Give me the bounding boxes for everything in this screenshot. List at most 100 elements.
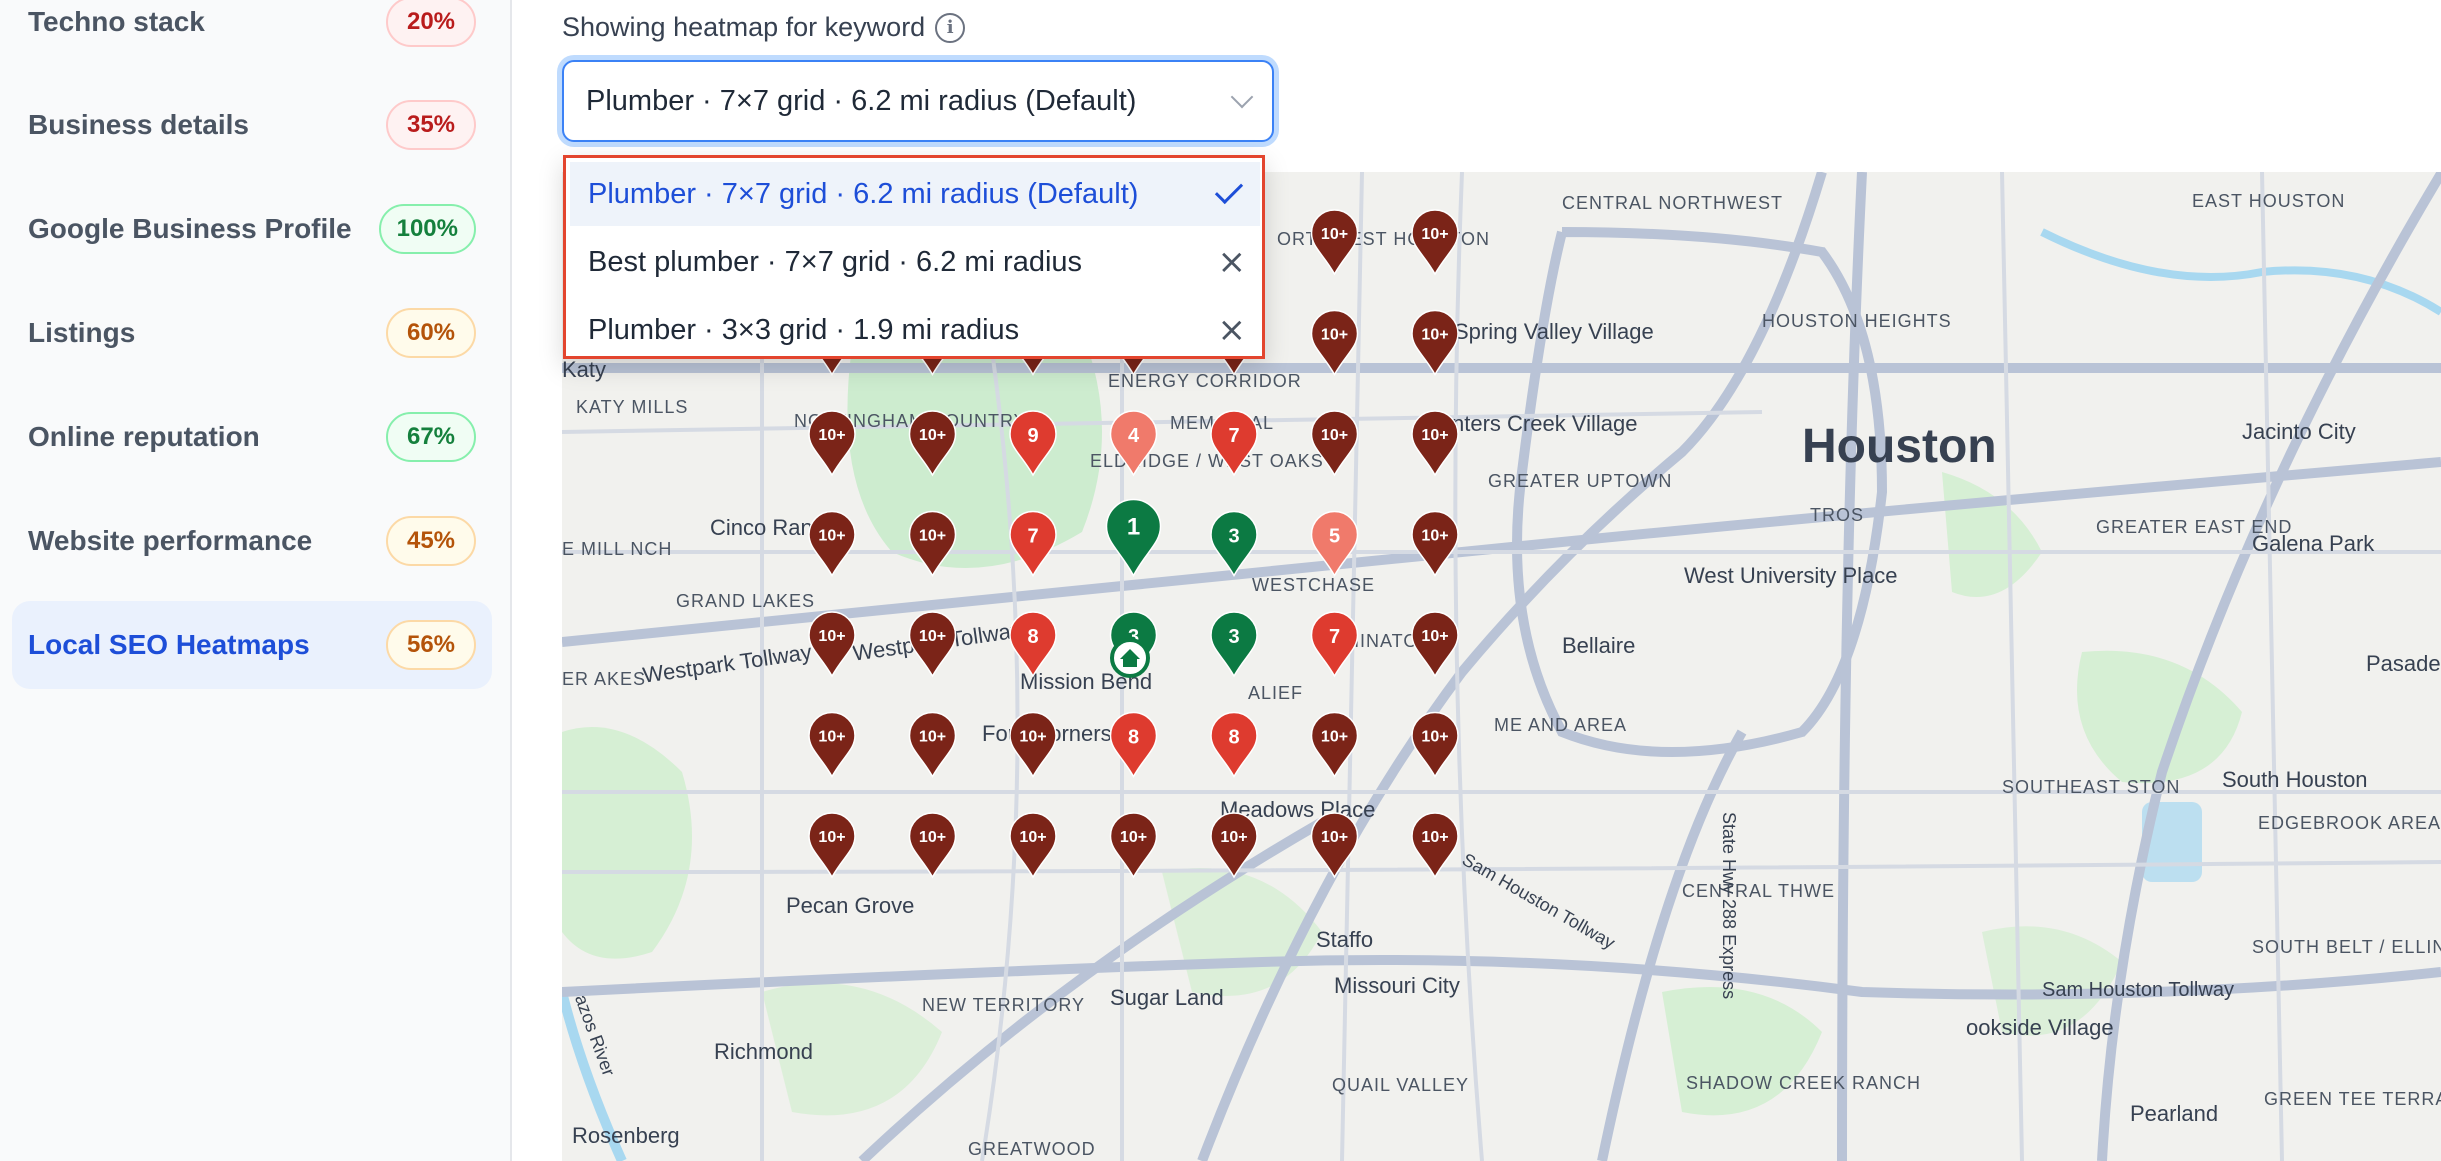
heatmap-pin[interactable]: 10+ bbox=[1310, 711, 1359, 779]
map-label: SOUTHEAST STON bbox=[2002, 777, 2181, 797]
map-label: EAST HOUSTON bbox=[2192, 191, 2346, 211]
heatmap-pin[interactable]: 7 bbox=[1210, 410, 1258, 477]
heatmap-pin-marker bbox=[1411, 510, 1459, 578]
heatmap-pin-marker bbox=[808, 410, 856, 477]
heatmap-pin[interactable]: 10+ bbox=[1411, 209, 1459, 276]
heatmap-pin[interactable]: 4 bbox=[1109, 410, 1158, 477]
heatmap-pin[interactable]: 7 bbox=[1310, 611, 1359, 678]
map-label: Mission Bend bbox=[1020, 669, 1153, 694]
heatmap-pin[interactable]: 10+ bbox=[808, 410, 856, 477]
heatmap-pin-marker bbox=[908, 410, 957, 477]
heatmap-pin[interactable]: 8 bbox=[1109, 711, 1158, 779]
close-icon[interactable]: × bbox=[1217, 242, 1247, 282]
heatmap-pin[interactable]: 3 bbox=[1210, 510, 1258, 578]
heatmap-pin-rank: 10+ bbox=[1421, 729, 1448, 746]
heatmap-pin[interactable]: 8 bbox=[1210, 711, 1258, 779]
heatmap-pin-marker bbox=[908, 510, 957, 578]
heatmap-pin[interactable]: 10+ bbox=[1109, 812, 1158, 879]
heatmap-pin-marker bbox=[1009, 611, 1057, 678]
map-label: nters Creek Village bbox=[1452, 411, 1638, 436]
heatmap-pin-marker bbox=[1210, 611, 1258, 678]
map-label: NEW TERRITORY bbox=[922, 995, 1086, 1015]
keyword-select[interactable]: Plumber · 7×7 grid · 6.2 mi radius (Defa… bbox=[562, 60, 1274, 142]
business-location-icon[interactable] bbox=[1110, 638, 1150, 678]
heatmap-pin-marker bbox=[908, 711, 957, 779]
heatmap-pin[interactable]: 10+ bbox=[1310, 812, 1359, 879]
sidebar-item-label: Local SEO Heatmaps bbox=[28, 629, 310, 660]
keyword-option-plumber-3x3[interactable]: Plumber · 3×3 grid · 1.9 mi radius × bbox=[570, 298, 1260, 362]
keyword-option-best-plumber-7x7[interactable]: Best plumber · 7×7 grid · 6.2 mi radius … bbox=[570, 230, 1260, 294]
heatmap-pin[interactable]: 10+ bbox=[1411, 410, 1459, 477]
heatmap-pin[interactable]: 10+ bbox=[808, 711, 856, 779]
score-badge: 35% bbox=[386, 100, 476, 150]
heatmap-pin[interactable]: 10+ bbox=[1009, 711, 1057, 779]
map-label: GREEN TEE TERRACE bbox=[2264, 1089, 2441, 1109]
heatmap-pin[interactable]: 10+ bbox=[1310, 309, 1359, 377]
heatmap-pin-rank: 7 bbox=[1027, 526, 1038, 548]
heatmap-pin[interactable]: 10+ bbox=[1411, 812, 1459, 879]
map-label: E MILL NCH bbox=[562, 539, 673, 559]
heatmap-pin[interactable]: 10+ bbox=[1411, 611, 1459, 678]
map-label: Galena Park bbox=[2252, 531, 2375, 556]
heatmap-pin-rank: 3 bbox=[1228, 526, 1239, 548]
map-label: HOUSTON HEIGHTS bbox=[1762, 311, 1952, 331]
heatmap-pin-marker bbox=[808, 510, 856, 578]
sidebar-item-business-details[interactable]: Business details 35% bbox=[12, 81, 492, 169]
map-label: KATY MILLS bbox=[576, 397, 689, 417]
info-icon[interactable]: i bbox=[935, 12, 966, 43]
sidebar-item-local-seo-heatmaps[interactable]: Local SEO Heatmaps 56% bbox=[12, 601, 492, 689]
heatmap-pin-rank: 9 bbox=[1027, 425, 1038, 447]
heatmap-pin[interactable]: 1 bbox=[1105, 498, 1162, 578]
heatmap-pin[interactable]: 10+ bbox=[1310, 209, 1359, 276]
heatmap-pin-marker bbox=[1009, 410, 1057, 477]
heatmap-pin[interactable]: 5 bbox=[1310, 510, 1359, 578]
heatmap-pin[interactable]: 10+ bbox=[908, 611, 957, 678]
heatmap-pin[interactable]: 10+ bbox=[808, 812, 856, 879]
score-badge: 45% bbox=[386, 516, 476, 566]
heatmap-pin-rank: 7 bbox=[1329, 626, 1340, 648]
map-label: SHADOW CREEK RANCH bbox=[1686, 1073, 1922, 1093]
heatmap-pin-marker bbox=[1411, 410, 1459, 477]
heatmap-pin-rank: 10+ bbox=[1421, 327, 1448, 344]
heatmap-pin-rank: 10+ bbox=[1120, 829, 1147, 846]
heatmap-pin[interactable]: 10+ bbox=[1310, 410, 1359, 477]
heatmap-pin[interactable]: 9 bbox=[1009, 410, 1057, 477]
map-label: GREATER UPTOWN bbox=[1488, 471, 1673, 491]
heatmap-pin-marker bbox=[1310, 812, 1359, 879]
heatmap-pin[interactable]: 10+ bbox=[1411, 510, 1459, 578]
heatmap-pin[interactable]: 10+ bbox=[808, 611, 856, 678]
sidebar-item-label: Website performance bbox=[28, 525, 313, 556]
option-label: Best plumber · 7×7 grid · 6.2 mi radius bbox=[588, 245, 1083, 278]
heatmap-pin[interactable]: 3 bbox=[1210, 611, 1258, 678]
map-label: Rosenberg bbox=[572, 1123, 680, 1148]
map-label: South Houston bbox=[2222, 767, 2368, 792]
heatmap-pin-marker bbox=[1310, 510, 1359, 578]
heatmap-pin[interactable]: 10+ bbox=[1210, 812, 1258, 879]
heatmap-pin[interactable]: 10+ bbox=[908, 812, 957, 879]
heatmap-pin[interactable]: 10+ bbox=[908, 711, 957, 779]
heatmap-pin[interactable]: 10+ bbox=[908, 410, 957, 477]
close-icon[interactable]: × bbox=[1217, 310, 1247, 350]
sidebar-item-label: Listings bbox=[28, 317, 136, 348]
keyword-option-plumber-7x7-default[interactable]: Plumber · 7×7 grid · 6.2 mi radius (Defa… bbox=[570, 162, 1260, 226]
business-location-icon-house bbox=[1120, 649, 1140, 667]
heatmap-pin-marker bbox=[1109, 410, 1158, 477]
heatmap-pin[interactable]: 7 bbox=[1009, 510, 1057, 578]
sidebar-item-techno-stack[interactable]: Techno stack 20% bbox=[12, 0, 492, 66]
map-label: Pecan Grove bbox=[786, 893, 915, 918]
heatmap-pin-marker bbox=[808, 812, 856, 879]
heatmap-pin[interactable]: 10+ bbox=[808, 510, 856, 578]
heatmap-pin-marker bbox=[1310, 209, 1359, 276]
sidebar-item-listings[interactable]: Listings 60% bbox=[12, 289, 492, 377]
heatmap-pin[interactable]: 10+ bbox=[1009, 812, 1057, 879]
heatmap-pin[interactable]: 10+ bbox=[908, 510, 957, 578]
sidebar-item-google-business-profile[interactable]: Google Business Profile 100% bbox=[12, 185, 492, 273]
map-label: ENERGY CORRIDOR bbox=[1108, 371, 1302, 391]
heatmap-pin[interactable]: 10+ bbox=[1411, 309, 1459, 377]
map-label: Spring Valley Village bbox=[1454, 319, 1654, 344]
sidebar-item-online-reputation[interactable]: Online reputation 67% bbox=[12, 393, 492, 481]
heatmap-pin[interactable]: 10+ bbox=[1411, 711, 1459, 779]
map-label: Cinco Ranch bbox=[710, 515, 836, 540]
heatmap-pin[interactable]: 8 bbox=[1009, 611, 1057, 678]
sidebar-item-website-performance[interactable]: Website performance 45% bbox=[12, 497, 492, 585]
